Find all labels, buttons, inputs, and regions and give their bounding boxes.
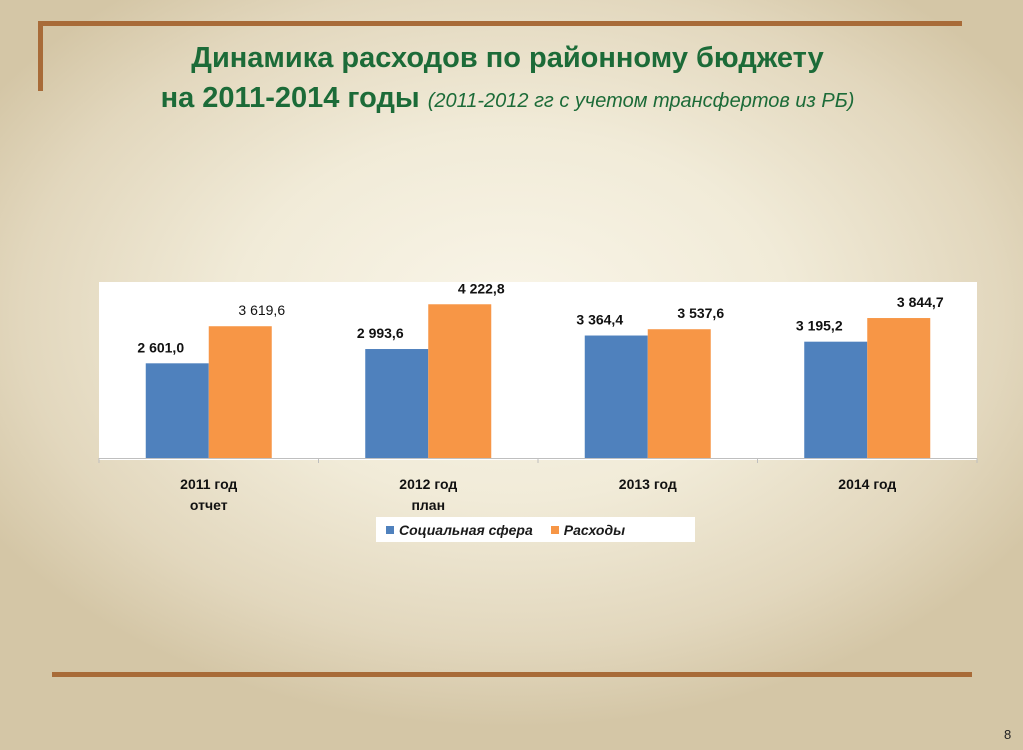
- data-label: 4 222,8: [458, 280, 505, 296]
- x-tick-label: 2014 год: [838, 476, 896, 492]
- x-tick-label: 2013 год: [619, 476, 677, 492]
- data-label: 3 195,2: [796, 318, 843, 334]
- legend-swatch-expenses: [550, 525, 559, 534]
- bar-expenses: [208, 326, 272, 458]
- page-number: 8: [1004, 727, 1012, 742]
- page-title-note: (2011-2012 гг с учетом трансфертов из РБ…: [427, 90, 855, 112]
- bar-social: [145, 363, 209, 458]
- legend-label-expenses: Расходы: [563, 521, 626, 538]
- data-label: 3 619,6: [238, 302, 285, 318]
- legend-swatch-social: [386, 525, 394, 534]
- chart-legend: Социальная сфера Расходы: [376, 517, 695, 542]
- page-title-years: на 2011-2014 годы: [160, 82, 420, 114]
- legend-item-expenses: Расходы: [541, 522, 625, 538]
- legend-item-social: Социальная сфера: [376, 522, 533, 538]
- bar-social: [804, 341, 868, 458]
- data-label: 3 844,7: [897, 294, 944, 310]
- frame-left-line: [38, 21, 43, 91]
- bar-expenses: [428, 304, 492, 458]
- x-tick-label: отчет: [190, 497, 228, 513]
- bar-expenses: [867, 318, 931, 458]
- data-label: 3 364,4: [576, 312, 623, 328]
- bar-social: [365, 349, 429, 458]
- frame-bottom-line: [52, 672, 972, 677]
- x-tick-label: 2011 год: [180, 476, 237, 492]
- bar-expenses: [647, 329, 711, 458]
- frame-top-line: [38, 21, 962, 26]
- data-label: 2 993,6: [357, 325, 404, 341]
- bar-social: [584, 335, 648, 458]
- data-label: 3 537,6: [677, 305, 724, 321]
- page-title-line1: Динамика расходов по районному бюджету: [191, 42, 824, 74]
- data-label: 2 601,0: [137, 339, 184, 355]
- x-tick-label: 2012 год: [399, 476, 457, 492]
- legend-label-social: Социальная сфера: [399, 521, 533, 538]
- page-title-line2: на 2011-2014 годы (2011-2012 гг с учетом…: [0, 82, 1019, 115]
- x-tick-label: план: [411, 497, 445, 513]
